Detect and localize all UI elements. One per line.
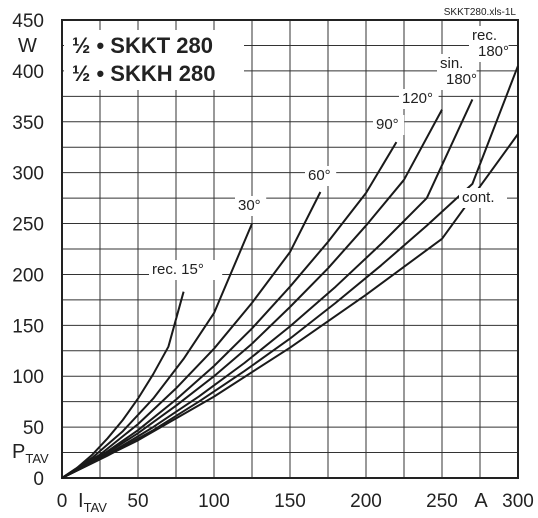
chart-title-line-1: ½ • SKKT 280 [72, 33, 213, 58]
y-tick-label: 50 [23, 418, 44, 439]
x-tick-label: 250 [426, 491, 458, 512]
series-label-bg [149, 260, 223, 280]
series-label-bg [469, 26, 509, 62]
x-axis-label: ITAV [78, 490, 107, 515]
tick-labels: 0 50 100 150 200 250 300 350 400 450 50 100 150 200 25… [12, 11, 534, 512]
series-label-bg [235, 196, 267, 216]
y-tick-label: 250 [12, 215, 44, 236]
chart-grid [62, 20, 518, 478]
series-90 [61, 141, 398, 479]
x-axis-label-sub: TAV [84, 500, 108, 515]
series-rec-15 [61, 291, 185, 479]
x-axis-unit: A [474, 490, 488, 512]
y-tick-label: 0 [33, 469, 44, 490]
series-rec-180 [61, 65, 519, 479]
chart-title-line-2: ½ • SKKH 280 [72, 61, 215, 86]
series-label-sin-180: sin. 180° [440, 55, 477, 88]
series-label-bg [399, 89, 439, 109]
source-tag: SKKT280.xls-1L [444, 7, 517, 18]
title-box [64, 30, 244, 90]
y-tick-label: 350 [12, 113, 44, 134]
x-tick-label: 200 [350, 491, 382, 512]
series-label-bg [305, 166, 337, 186]
y-axis-unit: W [18, 35, 37, 57]
series-label-90: 90° [376, 116, 399, 133]
y-tick-label: 100 [12, 367, 44, 388]
plot-frame [61, 19, 519, 479]
series-label-rec-180: rec. 180° [472, 27, 509, 60]
x-tick-label: 150 [274, 491, 306, 512]
y-tick-label: 450 [12, 11, 44, 32]
series-30 [61, 223, 253, 479]
series-lines [61, 65, 519, 479]
series-label-30: 30° [238, 197, 261, 214]
x-tick-label: 0 [57, 491, 68, 512]
y-axis-label-sub: TAV [25, 451, 49, 466]
y-axis-label: PTAV [12, 441, 49, 466]
series-120 [61, 109, 443, 479]
y-axis-label-main: P [12, 441, 25, 463]
plot-border [61, 19, 519, 479]
series-60 [61, 191, 322, 479]
series-labels: rec. 15° 30° 60° 90°120° sin. 180°rec. 180° con… [149, 26, 509, 280]
y-tick-label: 300 [12, 164, 44, 185]
x-axis-label-main: I [78, 490, 84, 512]
series-label-bg [459, 188, 507, 208]
series-label-60: 60° [308, 167, 331, 184]
x-tick-label: 50 [127, 491, 148, 512]
y-tick-label: 400 [12, 62, 44, 83]
series-label-rec-15: rec. 15° [152, 261, 204, 278]
series-cont [61, 133, 519, 479]
x-tick-label: 300 [502, 491, 534, 512]
series-sin-180 [61, 98, 474, 479]
series-label-120: 120° [402, 90, 433, 107]
x-tick-label: 100 [198, 491, 230, 512]
y-tick-label: 150 [12, 316, 44, 337]
y-tick-label: 200 [12, 265, 44, 286]
series-label-cont: cont. [462, 189, 495, 206]
series-label-bg [373, 115, 405, 135]
